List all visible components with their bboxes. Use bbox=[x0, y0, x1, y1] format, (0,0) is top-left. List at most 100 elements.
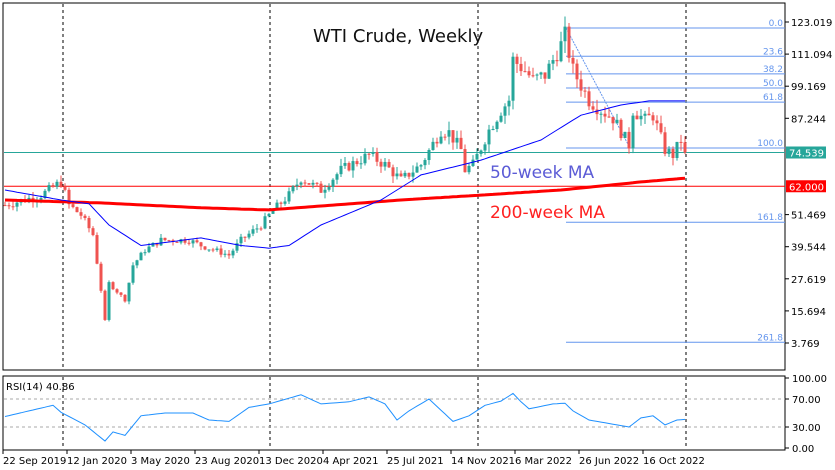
candle-down bbox=[575, 63, 579, 80]
candle-up bbox=[159, 237, 163, 246]
candle-down bbox=[519, 63, 523, 72]
candle-down bbox=[219, 248, 223, 255]
candle-up bbox=[643, 113, 647, 116]
fib-level-label: 61.8 bbox=[763, 93, 783, 103]
price-tick-label: 111.094 bbox=[791, 50, 832, 61]
candle-up bbox=[439, 136, 443, 144]
candle-down bbox=[355, 161, 359, 165]
candle-up bbox=[511, 56, 515, 101]
candle-down bbox=[167, 240, 171, 242]
rsi-tick-label: 0.00 bbox=[792, 444, 814, 455]
price-tick-label: 15.694 bbox=[791, 307, 826, 318]
candle-down bbox=[459, 137, 463, 150]
candle-up bbox=[131, 265, 135, 283]
candle-down bbox=[579, 79, 583, 91]
candle-up bbox=[495, 121, 499, 130]
candle-down bbox=[583, 90, 587, 92]
candle-down bbox=[651, 115, 655, 121]
fib-level-label: 261.8 bbox=[757, 333, 783, 343]
candle-up bbox=[383, 161, 387, 167]
candle-down bbox=[463, 149, 467, 173]
candle-down bbox=[95, 235, 99, 264]
candle-up bbox=[235, 243, 239, 251]
candle-down bbox=[67, 189, 71, 205]
candle-down bbox=[527, 71, 531, 76]
candle-down bbox=[627, 131, 631, 149]
candle-down bbox=[571, 57, 575, 64]
candle-up bbox=[251, 229, 255, 234]
rsi-tick-label: 70.00 bbox=[792, 395, 821, 406]
candle-up bbox=[191, 240, 195, 244]
candle-down bbox=[119, 292, 123, 295]
candle-down bbox=[531, 75, 535, 77]
candle-up bbox=[615, 119, 619, 124]
candle-down bbox=[7, 205, 11, 207]
candle-down bbox=[443, 136, 447, 138]
candle-up bbox=[631, 115, 635, 149]
fib-level-label: 50.0 bbox=[763, 79, 783, 89]
candle-down bbox=[51, 185, 55, 187]
candle-up bbox=[331, 179, 335, 187]
candle-down bbox=[91, 228, 95, 236]
candle-down bbox=[659, 123, 663, 133]
candle-up bbox=[295, 184, 299, 187]
candle-up bbox=[255, 228, 259, 230]
candle-up bbox=[467, 165, 471, 173]
candle-down bbox=[79, 212, 83, 216]
candle-down bbox=[607, 116, 611, 118]
candle-down bbox=[619, 119, 623, 139]
candle-up bbox=[419, 165, 423, 167]
candle-down bbox=[683, 142, 687, 153]
candle-up bbox=[239, 236, 243, 244]
candle-up bbox=[311, 182, 315, 185]
fib-level-label: 100.0 bbox=[757, 139, 783, 149]
chart-title: WTI Crude, Weekly bbox=[313, 26, 483, 47]
candle-down bbox=[591, 106, 595, 110]
candle-up bbox=[559, 41, 563, 62]
candle-down bbox=[663, 132, 667, 154]
price-tick-label: 51.469 bbox=[791, 211, 826, 222]
candle-down bbox=[679, 141, 683, 143]
candle-down bbox=[111, 282, 115, 290]
candle-down bbox=[391, 167, 395, 177]
candle-up bbox=[339, 165, 343, 175]
candle-up bbox=[503, 106, 507, 116]
candle-up bbox=[135, 260, 139, 266]
candle-down bbox=[671, 148, 675, 159]
candle-down bbox=[523, 71, 527, 73]
candle-down bbox=[199, 242, 203, 247]
candle-up bbox=[147, 246, 151, 253]
price-label: 62.000 bbox=[789, 182, 824, 193]
candle-down bbox=[347, 162, 351, 171]
candle-up bbox=[287, 191, 291, 202]
candle-up bbox=[127, 282, 131, 302]
candle-down bbox=[279, 202, 283, 204]
candle-up bbox=[487, 129, 491, 145]
fib-level-label: 38.2 bbox=[763, 65, 783, 75]
candle-down bbox=[587, 91, 591, 107]
candle-down bbox=[155, 242, 159, 246]
fib-level-label: 23.6 bbox=[763, 47, 783, 57]
candle-up bbox=[499, 115, 503, 122]
candle-up bbox=[535, 74, 539, 76]
candle-up bbox=[455, 137, 459, 143]
fib-level-label: 0.0 bbox=[769, 19, 784, 29]
price-tick-label: 123.019 bbox=[791, 18, 832, 29]
time-tick-label: 6 Mar 2022 bbox=[515, 456, 572, 467]
price-tick-label: 99.169 bbox=[791, 82, 826, 93]
candle-up bbox=[207, 249, 211, 251]
candle-down bbox=[387, 161, 391, 168]
candle-up bbox=[43, 190, 47, 199]
candle-down bbox=[603, 113, 607, 117]
candle-up bbox=[275, 202, 279, 211]
candle-down bbox=[211, 249, 215, 251]
price-tick-label: 3.769 bbox=[791, 339, 820, 350]
candle-down bbox=[555, 60, 559, 62]
candle-down bbox=[243, 236, 247, 238]
candle-up bbox=[411, 172, 415, 177]
candle-up bbox=[335, 174, 339, 180]
candle-up bbox=[431, 141, 435, 150]
candle-down bbox=[203, 246, 207, 250]
candle-down bbox=[611, 116, 615, 124]
